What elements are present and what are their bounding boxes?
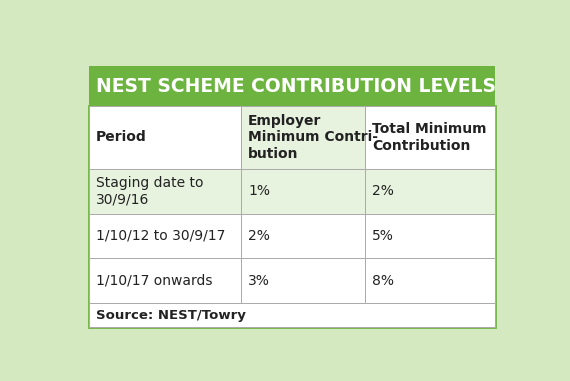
Bar [365, 169, 495, 214]
Bar [89, 258, 241, 303]
Bar [89, 106, 495, 327]
Bar [365, 214, 495, 258]
Bar [241, 258, 365, 303]
Bar [89, 214, 241, 258]
Bar [241, 169, 365, 214]
Text: 3%: 3% [248, 274, 270, 288]
Text: 5%: 5% [372, 229, 394, 243]
Text: 1/10/17 onwards: 1/10/17 onwards [96, 274, 212, 288]
Bar [365, 106, 495, 169]
Bar [241, 214, 365, 258]
Bar [89, 303, 495, 327]
Text: Employer
Minimum Contri-
bution: Employer Minimum Contri- bution [248, 114, 378, 161]
Text: 8%: 8% [372, 274, 394, 288]
Text: 2%: 2% [248, 229, 270, 243]
Bar [89, 169, 241, 214]
Text: 2%: 2% [372, 184, 394, 198]
Text: Total Minimum
Contribution: Total Minimum Contribution [372, 122, 486, 153]
Bar [241, 106, 365, 169]
Bar [89, 66, 495, 106]
Text: Period: Period [96, 130, 146, 144]
Text: 1%: 1% [248, 184, 270, 198]
Bar [89, 106, 241, 169]
Bar [365, 258, 495, 303]
Text: Staging date to
30/9/16: Staging date to 30/9/16 [96, 176, 203, 207]
Text: Source: NEST/Towry: Source: NEST/Towry [96, 309, 246, 322]
Text: NEST SCHEME CONTRIBUTION LEVELS: NEST SCHEME CONTRIBUTION LEVELS [96, 77, 496, 96]
Text: 1/10/12 to 30/9/17: 1/10/12 to 30/9/17 [96, 229, 225, 243]
